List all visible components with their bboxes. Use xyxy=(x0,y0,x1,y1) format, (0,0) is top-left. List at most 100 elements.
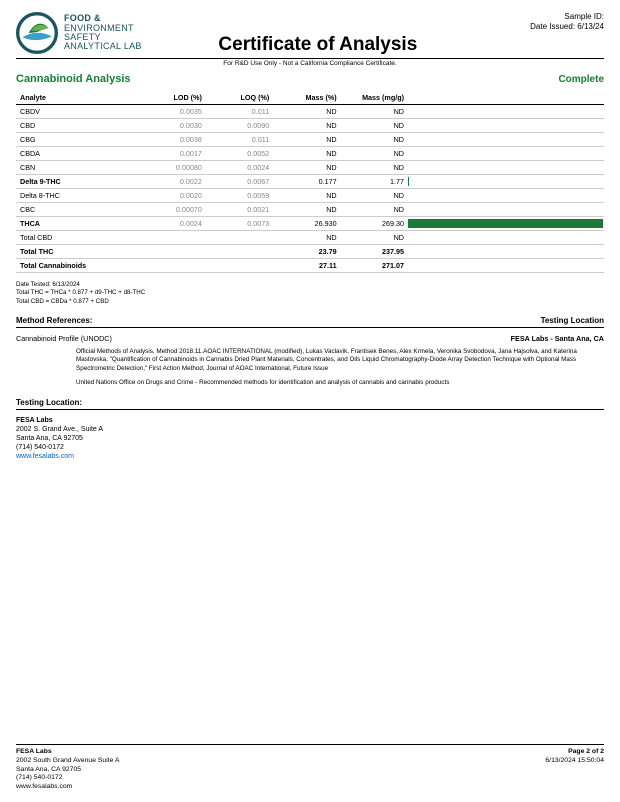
cell-mass-mgg: ND xyxy=(341,203,408,217)
logo-block: FOOD & ENVIRONMENT SAFETY ANALYTICAL LAB xyxy=(16,12,142,54)
cell-mass-pct: ND xyxy=(273,105,340,119)
cell-bar xyxy=(408,175,604,189)
cell-analyte: Total Cannabinoids xyxy=(16,259,139,273)
header-subnote: For R&D Use Only - Not a California Comp… xyxy=(16,60,604,67)
col-analyte: Analyte xyxy=(16,91,139,105)
method-profile-label: Cannabinoid Profile (UNODC) xyxy=(16,334,112,344)
cell-loq: 0.0052 xyxy=(206,147,273,161)
cell-analyte: Total CBD xyxy=(16,231,139,245)
cell-bar xyxy=(408,245,604,259)
analyte-table: Analyte LOD (%) LOQ (%) Mass (%) Mass (m… xyxy=(16,91,604,273)
table-row: CBG0.00380.011NDND xyxy=(16,133,604,147)
cell-loq xyxy=(206,245,273,259)
cell-mass-mgg: ND xyxy=(341,231,408,245)
cell-loq: 0.011 xyxy=(206,105,273,119)
footer-left: FESA Labs 2002 South Grand Avenue Suite … xyxy=(16,748,119,792)
cell-lod: 0.00080 xyxy=(139,161,206,175)
date-issued-label: Date Issued: xyxy=(530,22,575,31)
table-row: Delta 8-THC0.00200.0059NDND xyxy=(16,189,604,203)
cell-loq xyxy=(206,231,273,245)
table-row: CBDV0.00350.011NDND xyxy=(16,105,604,119)
cell-mass-pct: ND xyxy=(273,119,340,133)
testing-location-label: Testing Location xyxy=(541,316,604,325)
col-bar xyxy=(408,91,604,105)
footer-addr1: 2002 South Grand Avenue Suite A xyxy=(16,757,119,766)
cell-mass-pct: ND xyxy=(273,147,340,161)
footer-page: Page 2 of 2 xyxy=(545,748,604,757)
calc-notes: Date Tested: 6/13/2024 Total THC = THCa … xyxy=(16,281,604,306)
title-block: Certificate of Analysis xyxy=(142,12,494,56)
cell-bar xyxy=(408,231,604,245)
header-rule xyxy=(16,58,604,59)
cell-loq: 0.0090 xyxy=(206,119,273,133)
testing-addr2: Santa Ana, CA 92705 xyxy=(16,434,604,443)
cell-lod: 0.0038 xyxy=(139,133,206,147)
note-line: Total THC = THCa * 0.877 + d9-THC + d8-T… xyxy=(16,289,604,297)
testing-location-block: FESA Labs 2002 S. Grand Ave., Suite A Sa… xyxy=(16,416,604,461)
page-footer: FESA Labs 2002 South Grand Avenue Suite … xyxy=(16,744,604,792)
fesa-logo-icon xyxy=(16,12,58,54)
note-line: Total CBD = CBDa * 0.877 + CBD xyxy=(16,298,604,306)
cell-loq xyxy=(206,259,273,273)
status-badge: Complete xyxy=(558,74,604,85)
table-row: THCA0.00240.007326.930269.30 xyxy=(16,217,604,231)
col-mass-pct: Mass (%) xyxy=(273,91,340,105)
cell-analyte: CBDA xyxy=(16,147,139,161)
table-row: CBDA0.00170.0052NDND xyxy=(16,147,604,161)
cell-lod: 0.0022 xyxy=(139,175,206,189)
cell-mass-pct: ND xyxy=(273,189,340,203)
cell-analyte: CBG xyxy=(16,133,139,147)
cell-bar xyxy=(408,105,604,119)
testing-lab-name: FESA Labs xyxy=(16,416,604,425)
cell-mass-mgg: 269.30 xyxy=(341,217,408,231)
footer-addr2: Santa Ana, CA 92705 xyxy=(16,766,119,775)
bar-fill xyxy=(408,177,409,186)
note-line: Date Tested: 6/13/2024 xyxy=(16,281,604,289)
cell-analyte: Delta 9-THC xyxy=(16,175,139,189)
cell-bar xyxy=(408,217,604,231)
sample-id-label: Sample ID: xyxy=(564,12,604,21)
cell-mass-mgg: ND xyxy=(341,119,408,133)
table-header-row: Analyte LOD (%) LOQ (%) Mass (%) Mass (m… xyxy=(16,91,604,105)
cell-mass-mgg: ND xyxy=(341,189,408,203)
footer-lab: FESA Labs xyxy=(16,748,119,757)
logo-line: ANALYTICAL LAB xyxy=(64,42,142,51)
cell-lod: 0.0030 xyxy=(139,119,206,133)
footer-timestamp: 6/13/2024 15:50:04 xyxy=(545,757,604,766)
footer-phone: (714) 540-0172 xyxy=(16,774,119,783)
testing-location-title: Testing Location: xyxy=(16,398,82,407)
table-row: Total CBDNDND xyxy=(16,231,604,245)
method-body-2: United Nations Office on Drugs and Crime… xyxy=(76,379,604,388)
testing-url[interactable]: www.fesalabs.com xyxy=(16,452,604,461)
col-loq: LOQ (%) xyxy=(206,91,273,105)
bar-fill xyxy=(408,219,603,228)
table-row: Delta 9-THC0.00220.00670.1771.77 xyxy=(16,175,604,189)
cell-analyte: CBD xyxy=(16,119,139,133)
footer-right: Page 2 of 2 6/13/2024 15:50:04 xyxy=(545,748,604,792)
cell-analyte: CBC xyxy=(16,203,139,217)
table-row: CBD0.00300.0090NDND xyxy=(16,119,604,133)
cell-bar xyxy=(408,203,604,217)
section-title: Cannabinoid Analysis xyxy=(16,73,131,85)
cell-bar xyxy=(408,189,604,203)
header-meta: Sample ID: Date Issued: 6/13/24 xyxy=(494,12,604,33)
cell-loq: 0.0067 xyxy=(206,175,273,189)
method-lab: FESA Labs - Santa Ana, CA xyxy=(511,334,604,344)
footer-url: www.fesalabs.com xyxy=(16,783,119,792)
cell-mass-pct: ND xyxy=(273,203,340,217)
cell-bar xyxy=(408,161,604,175)
cell-bar xyxy=(408,259,604,273)
cell-mass-pct: ND xyxy=(273,161,340,175)
cell-bar xyxy=(408,147,604,161)
cell-lod: 0.00070 xyxy=(139,203,206,217)
cell-loq: 0.0021 xyxy=(206,203,273,217)
cell-mass-mgg: 1.77 xyxy=(341,175,408,189)
col-mass-mgg: Mass (mg/g) xyxy=(341,91,408,105)
cell-lod xyxy=(139,259,206,273)
cell-analyte: Total THC xyxy=(16,245,139,259)
method-ref-block: Cannabinoid Profile (UNODC) FESA Labs - … xyxy=(16,334,604,388)
cell-loq: 0.0059 xyxy=(206,189,273,203)
table-row: Total THC23.79237.95 xyxy=(16,245,604,259)
cell-mass-mgg: 237.95 xyxy=(341,245,408,259)
cell-mass-pct: ND xyxy=(273,133,340,147)
